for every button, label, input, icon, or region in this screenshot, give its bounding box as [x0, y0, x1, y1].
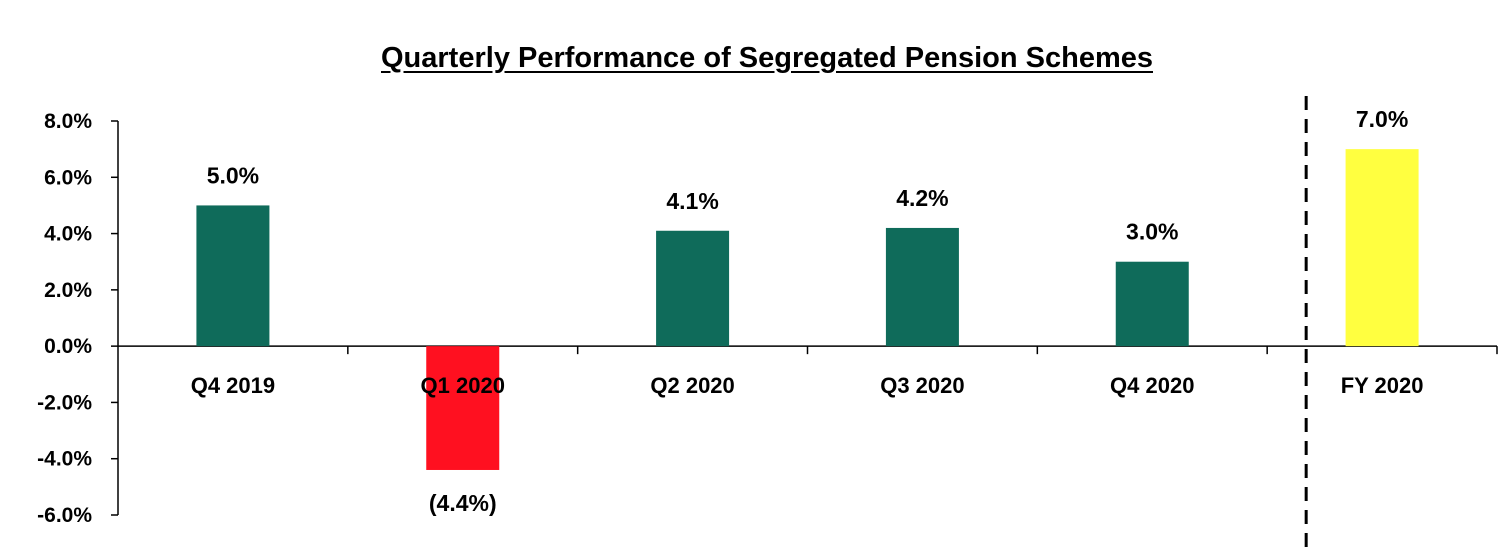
category-label: Q2 2020 — [650, 373, 734, 398]
bar — [196, 205, 270, 347]
data-labels: 5.0% (4.4%) 4.1% 4.2% 3.0% 7.0% — [207, 106, 1409, 516]
x-axis — [118, 345, 1498, 355]
bars — [196, 149, 1419, 470]
data-label: 4.2% — [896, 185, 948, 211]
bar — [885, 227, 959, 347]
y-tick-label: -4.0% — [37, 448, 92, 471]
data-label: 4.1% — [666, 188, 718, 214]
category-label: Q4 2020 — [1110, 373, 1194, 398]
y-tick-label: -6.0% — [37, 504, 92, 527]
y-tick-label: -2.0% — [37, 391, 92, 414]
y-tick-label: 4.0% — [44, 223, 92, 246]
y-tick-label: 8.0% — [44, 110, 92, 133]
y-axis: 8.0% 6.0% 4.0% 2.0% 0.0% -2.0% -4.0% -6.0% — [37, 110, 119, 527]
bar — [1115, 261, 1189, 347]
bar — [426, 346, 500, 470]
category-label: Q1 2020 — [421, 373, 505, 398]
data-label: 5.0% — [207, 162, 259, 188]
category-label: Q3 2020 — [880, 373, 964, 398]
category-label: Q4 2019 — [191, 373, 275, 398]
bar — [656, 230, 730, 347]
y-tick-label: 0.0% — [44, 335, 92, 358]
data-label: (4.4%) — [429, 490, 497, 516]
data-label: 7.0% — [1356, 106, 1408, 132]
data-label: 3.0% — [1126, 219, 1178, 245]
chart-title: Quarterly Performance of Segregated Pens… — [381, 42, 1153, 74]
y-tick-label: 2.0% — [44, 279, 92, 302]
category-labels: Q4 2019 Q1 2020 Q2 2020 Q3 2020 Q4 2020 FY 20… — [191, 373, 1424, 398]
y-tick-label: 6.0% — [44, 166, 92, 189]
bar — [1345, 149, 1419, 347]
category-label: FY 2020 — [1341, 373, 1424, 398]
